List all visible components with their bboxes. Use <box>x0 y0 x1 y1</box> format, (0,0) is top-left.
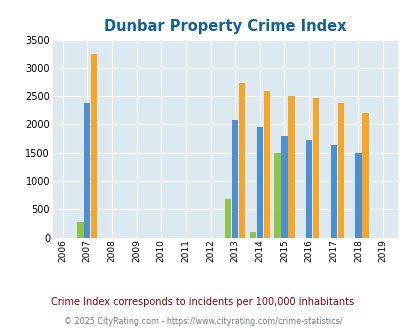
Bar <box>274 153 280 238</box>
Bar <box>231 120 238 238</box>
Bar <box>249 232 256 238</box>
Bar <box>354 153 361 238</box>
Title: Dunbar Property Crime Index: Dunbar Property Crime Index <box>104 19 346 34</box>
Bar <box>330 146 336 238</box>
Bar <box>84 103 90 238</box>
Text: © 2025 CityRating.com - https://www.cityrating.com/crime-statistics/: © 2025 CityRating.com - https://www.city… <box>64 317 341 326</box>
Bar <box>91 54 97 238</box>
Bar <box>256 127 262 238</box>
Bar <box>305 140 311 238</box>
Bar <box>312 98 318 238</box>
Bar <box>337 103 343 238</box>
Bar <box>281 136 287 238</box>
Bar <box>361 113 368 238</box>
Bar <box>288 96 294 238</box>
Bar <box>224 199 231 238</box>
Bar <box>238 83 245 238</box>
Bar <box>77 222 83 238</box>
Text: Crime Index corresponds to incidents per 100,000 inhabitants: Crime Index corresponds to incidents per… <box>51 297 354 307</box>
Bar <box>263 90 269 238</box>
